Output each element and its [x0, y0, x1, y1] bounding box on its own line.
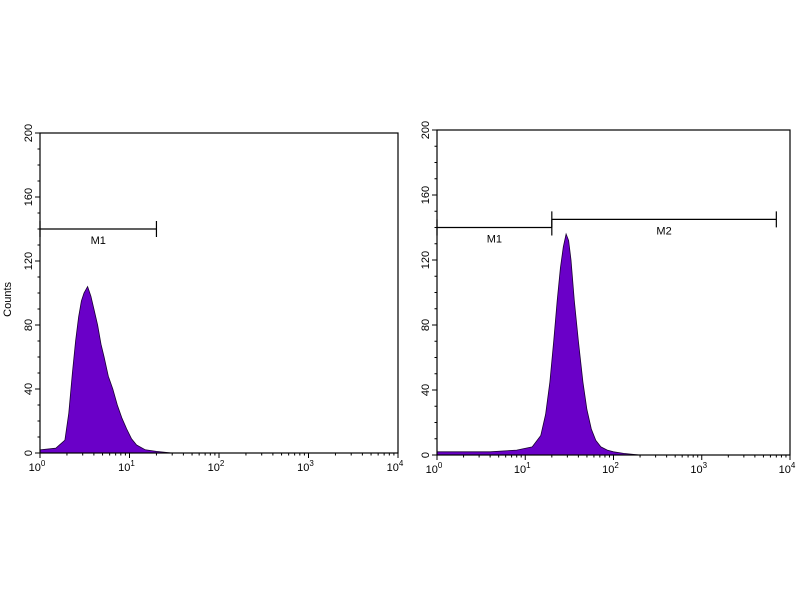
histogram-panel-left: 0 40 80 120 160 200 Counts 100 101 102 103 104 M1	[2, 124, 404, 474]
histogram-series-0	[436, 232, 790, 456]
plot-frame	[436, 129, 791, 456]
x-tick-label: 102	[602, 461, 619, 476]
y-tick-label: 40	[420, 384, 432, 396]
y-tick-label: 120	[23, 252, 35, 270]
y-tick-label: 120	[420, 251, 432, 269]
y-axis-label: Counts	[2, 281, 14, 316]
x-tick-label: 104	[387, 459, 404, 474]
gate-label-m2: M2	[656, 225, 671, 237]
y-tick-label: 0	[420, 452, 432, 458]
gate-label-m1: M1	[91, 235, 106, 247]
y-tick-label: 160	[420, 186, 432, 204]
histogram-panel-right: 0 40 80 120 160 200 100 101 102 103 104 M1 M2	[420, 121, 796, 476]
x-tick-label: 100	[426, 461, 443, 476]
y-tick-label: 40	[23, 383, 35, 395]
y-tick-label: 200	[23, 124, 35, 142]
y-tick-label: 80	[420, 319, 432, 331]
x-tick-label: 103	[690, 461, 707, 476]
x-tick-label: 104	[779, 461, 796, 476]
y-tick-label: 0	[23, 450, 35, 456]
x-tick-label: 100	[29, 459, 46, 474]
y-tick-label: 200	[420, 121, 432, 139]
histogram-series-0	[39, 285, 398, 454]
y-tick-label: 80	[23, 319, 35, 331]
x-tick-label: 101	[118, 459, 135, 474]
x-tick-label: 103	[297, 459, 314, 474]
x-tick-label: 102	[208, 459, 225, 474]
y-tick-label: 160	[23, 188, 35, 206]
gate-label-m1: M1	[487, 234, 502, 246]
x-tick-label: 101	[514, 461, 531, 476]
